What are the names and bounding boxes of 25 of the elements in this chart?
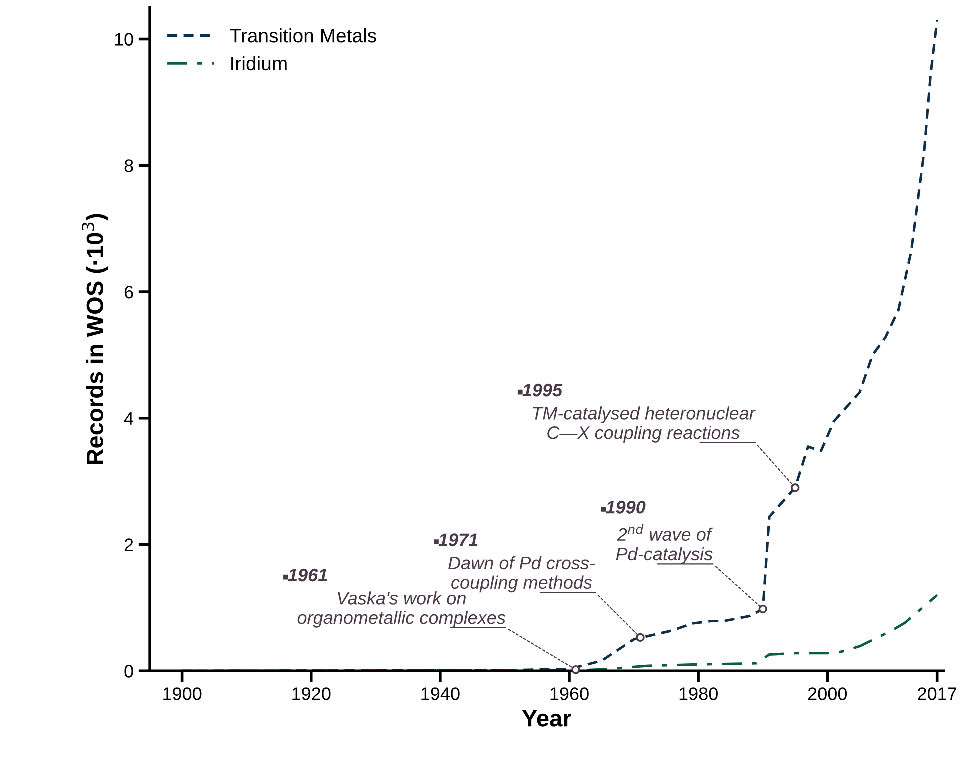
annotation: Vaska's work on organometallic complexes <box>298 592 506 628</box>
y-tick-label: 2 <box>124 538 134 552</box>
y-axis-title: Records in WOS (·10$^{3}$) <box>82 214 108 464</box>
x-tick-label: 2017 <box>918 688 957 700</box>
annotation: 1995 <box>522 384 563 397</box>
x-axis-title: Year <box>522 710 572 727</box>
x-tick-label: 2000 <box>808 688 848 700</box>
annotation: TM-catalysed heteronuclear C—X coupling reactions <box>533 406 756 443</box>
y-tick-label: 6 <box>124 286 134 299</box>
y-tick-label: 8 <box>124 160 134 172</box>
annotation: 2$^{nd}$ wave of Pd-catalysis <box>616 524 713 564</box>
x-tick-label: 1960 <box>550 688 589 700</box>
y-tick-label: 4 <box>124 412 134 425</box>
annotation: 1961 <box>288 568 328 582</box>
legend-label: Iridium <box>232 56 287 71</box>
annotation: 1990 <box>606 501 646 514</box>
y-tick-label: 0 <box>124 665 134 678</box>
annotation: Dawn of Pd cross- coupling methods <box>448 556 596 593</box>
x-tick-label: 1940 <box>422 688 460 700</box>
x-tick-label: 1980 <box>680 688 718 700</box>
y-tick-label: 10 <box>115 33 134 46</box>
x-tick-label: 1900 <box>164 688 202 700</box>
x-tick-label: 1920 <box>292 688 331 700</box>
annotation: 1971 <box>438 534 478 546</box>
legend-label: Transition Metals <box>230 28 376 43</box>
